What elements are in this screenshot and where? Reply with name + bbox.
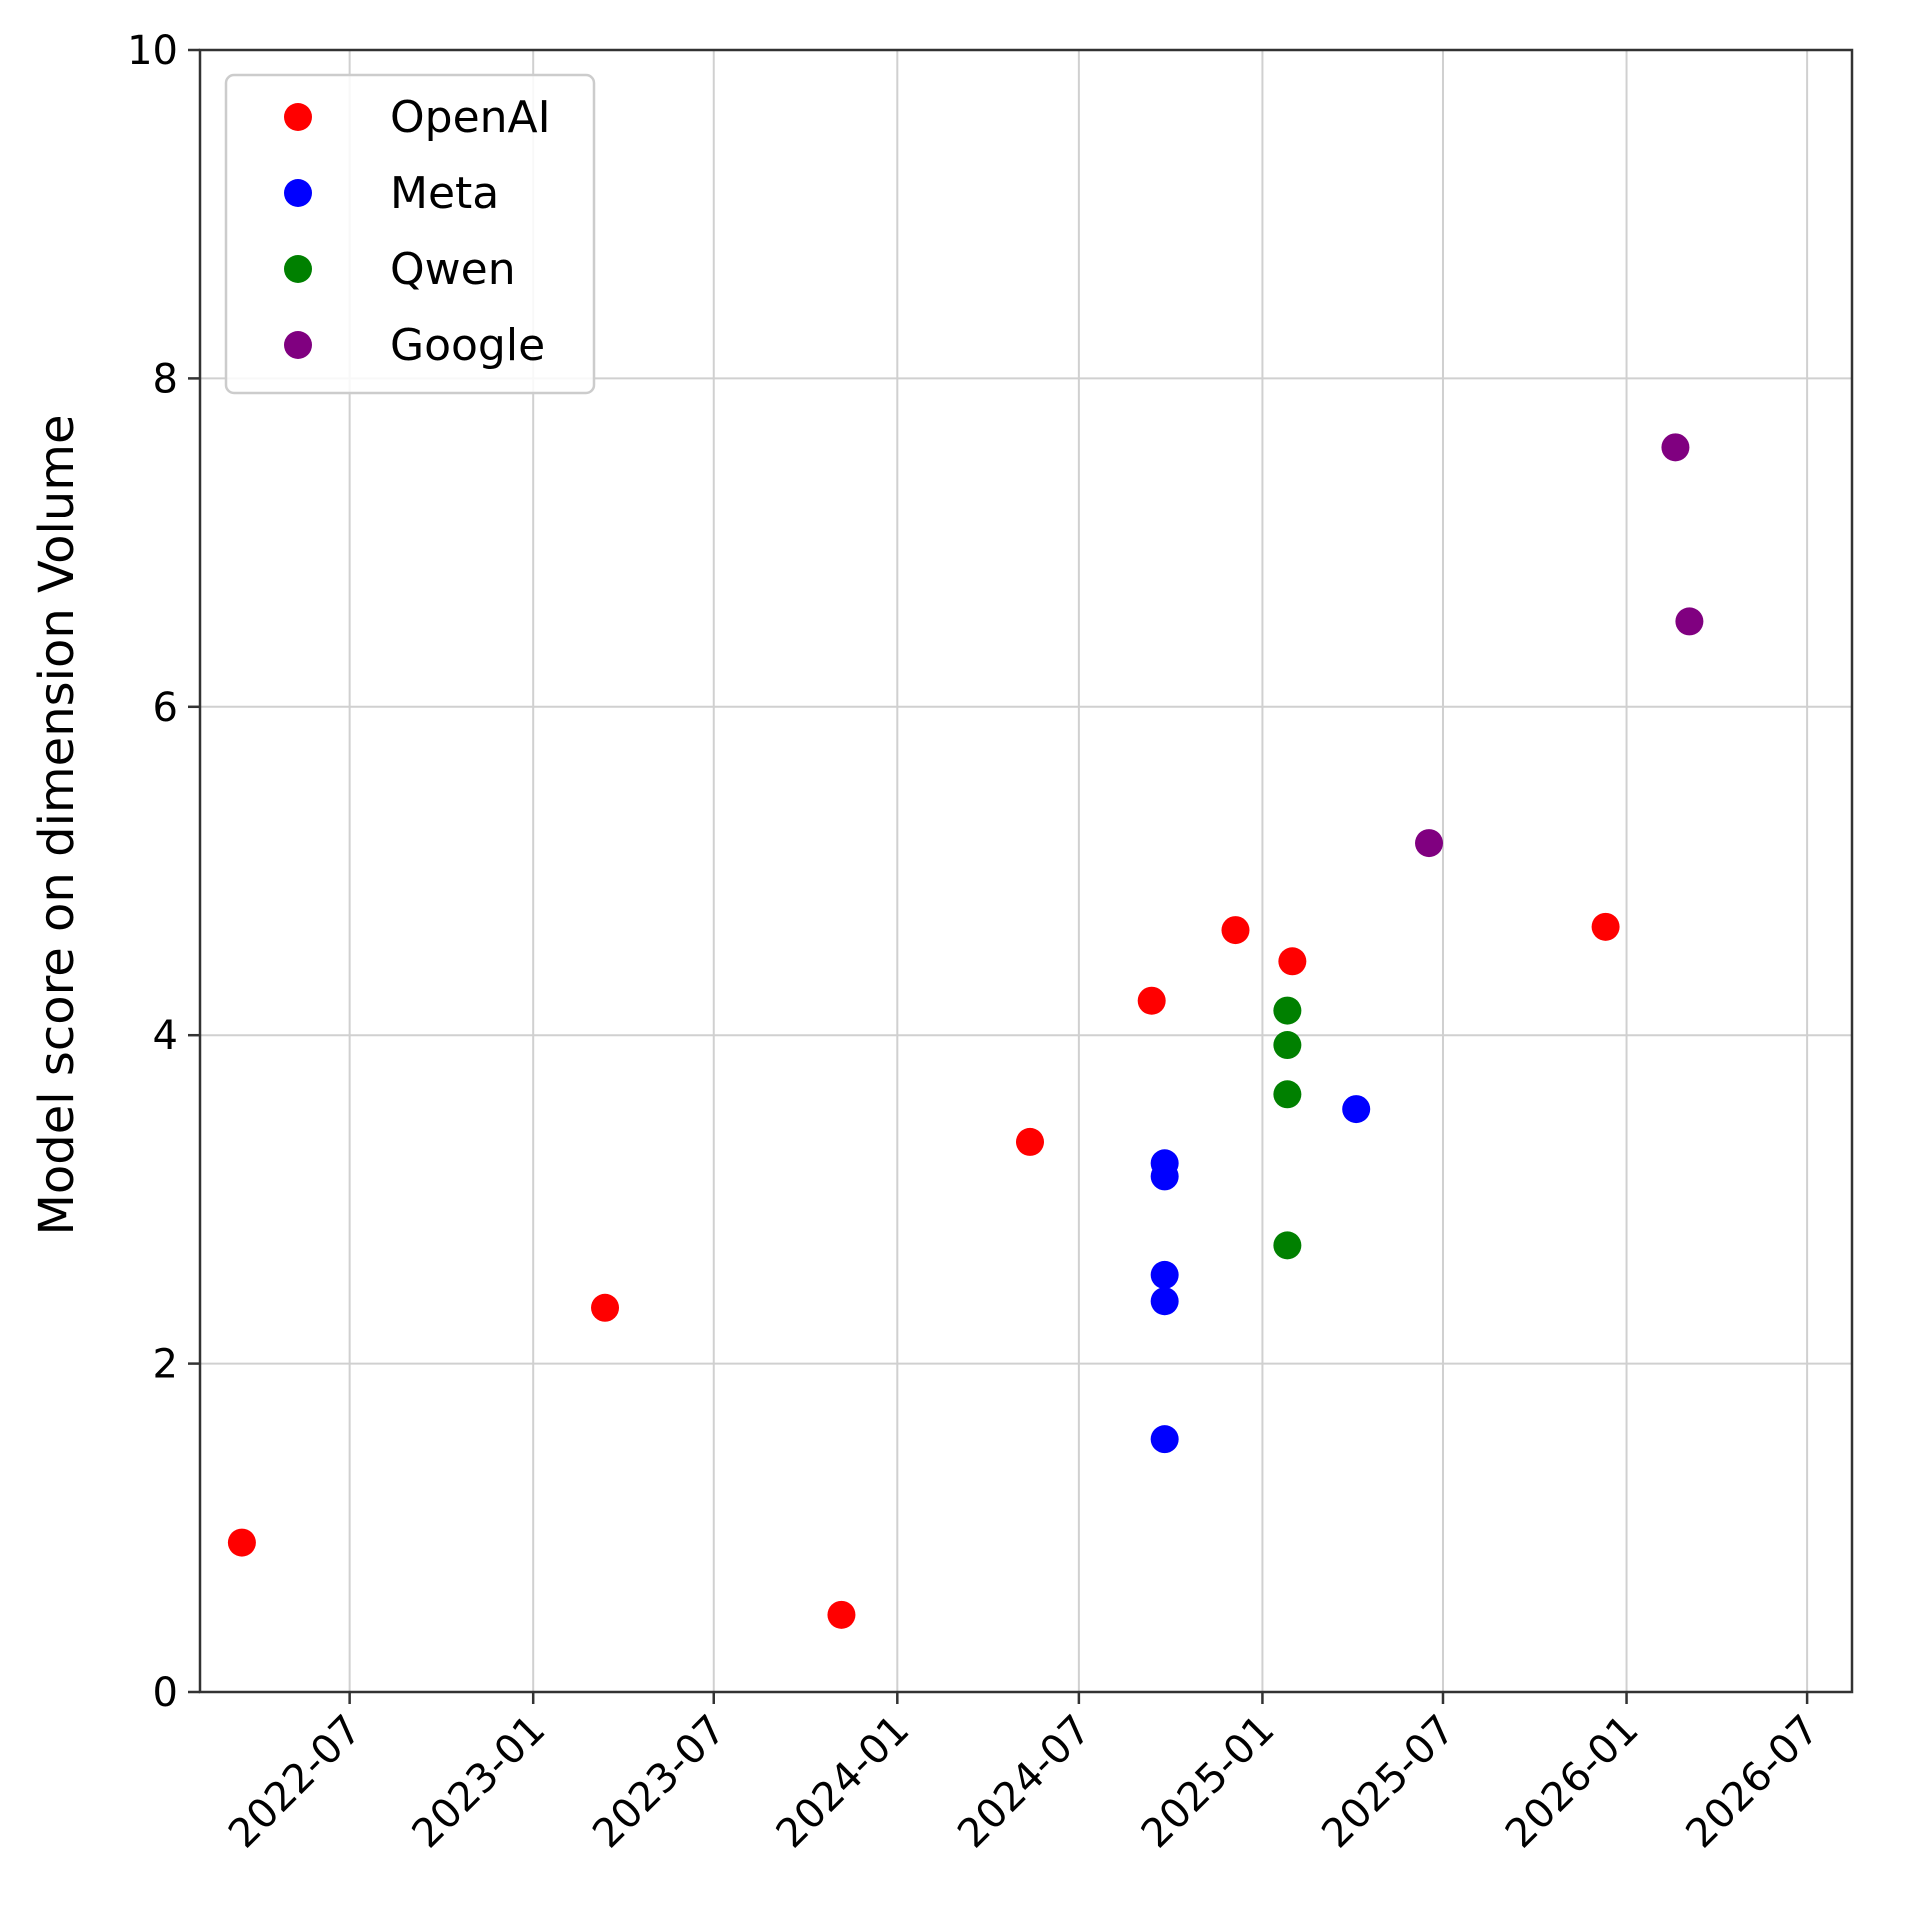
x-tick-label: 2025-01 bbox=[1133, 1707, 1284, 1858]
legend-label-openai: OpenAI bbox=[390, 92, 551, 143]
data-point-qwen bbox=[1273, 1080, 1302, 1109]
data-point-meta bbox=[1342, 1095, 1371, 1124]
y-tick-label: 10 bbox=[127, 28, 178, 74]
x-tick-label: 2026-07 bbox=[1677, 1707, 1828, 1858]
legend-marker-openai bbox=[284, 103, 312, 131]
data-point-google bbox=[1415, 829, 1444, 858]
data-point-openai bbox=[1221, 916, 1250, 945]
x-axis: 2022-07 2023-01 2023-07 2024-01 2024-07 2025-… bbox=[220, 1692, 1828, 1857]
data-point-openai bbox=[827, 1600, 856, 1629]
series-google bbox=[1415, 433, 1704, 858]
y-tick-label: 2 bbox=[153, 1342, 178, 1388]
legend-label-google: Google bbox=[390, 320, 545, 371]
legend-marker-qwen bbox=[284, 255, 312, 283]
data-point-openai bbox=[1137, 986, 1166, 1015]
data-point-google bbox=[1661, 433, 1690, 462]
data-points bbox=[227, 433, 1704, 1629]
data-point-openai bbox=[227, 1528, 256, 1557]
x-tick-label: 2024-07 bbox=[949, 1707, 1100, 1858]
data-point-qwen bbox=[1273, 996, 1302, 1025]
data-point-google bbox=[1675, 607, 1704, 636]
data-point-meta bbox=[1150, 1260, 1179, 1289]
grid-lines bbox=[200, 49, 1852, 1693]
data-point-meta bbox=[1150, 1425, 1179, 1454]
series-qwen bbox=[1273, 996, 1302, 1260]
y-axis: 0 2 4 6 8 10 bbox=[127, 28, 200, 1716]
legend: OpenAI Meta Qwen Google bbox=[224, 73, 596, 395]
data-point-qwen bbox=[1273, 1231, 1302, 1260]
y-tick-label: 6 bbox=[153, 685, 178, 731]
y-tick-label: 0 bbox=[153, 1670, 178, 1716]
data-point-openai bbox=[1591, 912, 1620, 941]
data-point-meta bbox=[1150, 1162, 1179, 1191]
x-tick-label: 2022-07 bbox=[220, 1707, 371, 1858]
legend-marker-google bbox=[284, 331, 312, 359]
legend-box bbox=[224, 73, 596, 395]
legend-label-meta: Meta bbox=[390, 168, 499, 219]
legend-label-qwen: Qwen bbox=[390, 244, 516, 295]
plot-frame bbox=[198, 48, 1854, 1694]
x-tick-label: 2023-07 bbox=[584, 1707, 735, 1858]
x-tick-label: 2023-01 bbox=[404, 1707, 555, 1858]
legend-marker-meta bbox=[284, 179, 312, 207]
data-point-openai bbox=[1015, 1127, 1044, 1156]
data-point-qwen bbox=[1273, 1031, 1302, 1060]
series-meta bbox=[1150, 1095, 1371, 1454]
y-tick-label: 8 bbox=[153, 356, 178, 402]
y-tick-label: 4 bbox=[153, 1013, 178, 1059]
y-axis-label: Model score on dimension Volume bbox=[29, 414, 85, 1235]
x-tick-label: 2025-07 bbox=[1313, 1707, 1464, 1858]
data-point-openai bbox=[591, 1293, 620, 1322]
series-openai bbox=[227, 912, 1620, 1629]
x-tick-label: 2024-01 bbox=[768, 1707, 919, 1858]
data-point-meta bbox=[1150, 1287, 1179, 1316]
data-point-openai bbox=[1278, 947, 1307, 976]
x-tick-label: 2026-01 bbox=[1497, 1707, 1648, 1858]
